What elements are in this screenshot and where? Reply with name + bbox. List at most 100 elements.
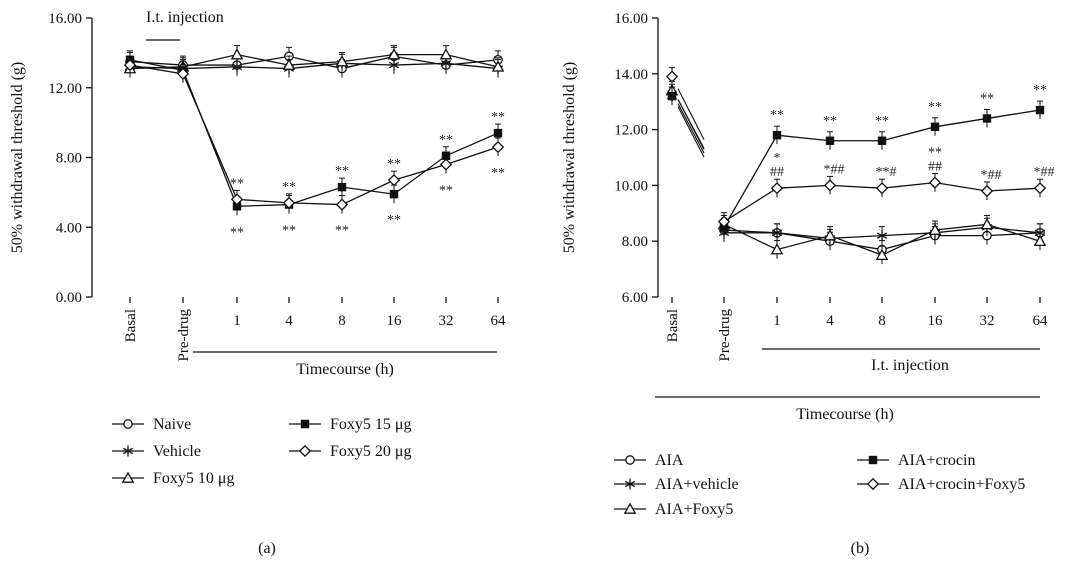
legend-symbol-marker: [866, 477, 880, 491]
data-point: [928, 176, 942, 189]
legend-symbol-marker: [624, 478, 636, 490]
break-line: [677, 106, 705, 158]
data-point: [176, 67, 190, 80]
sig-mark: *: [774, 151, 781, 166]
data-point: [770, 243, 784, 255]
legend-label: Naive: [153, 416, 191, 433]
sig-mark: *##: [1034, 165, 1055, 180]
x-tick-label: 32: [980, 313, 995, 329]
data-point: [282, 58, 296, 70]
sig-mark: **: [980, 91, 994, 106]
legend-label: AIA+Foxy5: [655, 501, 733, 518]
legend-symbol-marker: [123, 419, 133, 429]
data-point: [230, 48, 244, 60]
panel-label: (b): [851, 540, 870, 557]
sig-mark: *##: [981, 168, 1002, 183]
legend-symbol-marker: [625, 455, 635, 465]
legend-label: Vehicle: [153, 443, 201, 460]
sig-mark: **: [387, 157, 401, 172]
y-tick-label: 8.00: [622, 234, 648, 250]
data-point-stroke: [876, 232, 888, 239]
data-point: [825, 136, 835, 145]
series-line-1: [129, 62, 499, 70]
data-point: [387, 48, 401, 60]
data-point: [665, 70, 679, 83]
sig-mark: **: [770, 108, 784, 123]
panel-b: 6.00 8.00 10.00 12.00 14.00 16.00 50% withdraw…: [561, 11, 1055, 557]
sig-mark: **#: [876, 165, 897, 180]
data-point: [823, 179, 837, 192]
x-tick-label: 64: [1033, 313, 1049, 329]
legend-label: AIA+vehicle: [655, 476, 739, 493]
y-tick-label: 0.00: [56, 290, 82, 306]
legend-label: AIA+crocin+Foxy5: [898, 476, 1025, 493]
x-tick-label: Basal: [123, 309, 139, 342]
data-point: [491, 60, 505, 72]
data-point-stroke: [388, 61, 400, 69]
panel-a: 0.00 4.00 8.00 12.00 16.00 50% withdrawal thr…: [9, 9, 506, 557]
legend-symbol-marker: [298, 444, 312, 458]
legend-symbol-marker-stroke: [122, 447, 134, 455]
x-axis-label: Timecourse (h): [296, 361, 394, 378]
break-line: [677, 88, 705, 140]
x-tick-label: 32: [439, 313, 454, 329]
x-tick-label: 1: [233, 313, 241, 329]
data-point: [980, 217, 994, 230]
data-point: [877, 136, 887, 145]
data-point: [717, 215, 731, 228]
x-tick-label: Pre-drug: [176, 309, 192, 362]
data-point: [335, 198, 349, 211]
sig-mark: **: [335, 164, 349, 179]
legend-symbol-marker: [122, 445, 134, 457]
data-point: [493, 128, 503, 138]
data-point: [491, 140, 505, 154]
series-line-3: [129, 59, 499, 207]
data-point: [928, 223, 942, 235]
sig-mark: **: [491, 110, 505, 125]
injection-label: I.t. injection: [146, 9, 224, 26]
legend-label: Foxy5 20 μg: [330, 443, 411, 460]
x-tick-label: 8: [338, 313, 346, 329]
series-line-2: [129, 53, 499, 70]
sig-mark: **: [387, 213, 401, 228]
data-point: [875, 182, 889, 195]
y-tick-label: 10.00: [614, 178, 648, 194]
legend-label: AIA: [655, 452, 684, 469]
data-point: [282, 196, 296, 209]
series-line-4: [129, 64, 499, 206]
sig-mark: ##: [928, 160, 942, 175]
sig-mark: **: [928, 100, 942, 115]
data-point: [667, 91, 677, 101]
y-tick-label: 16.00: [614, 11, 648, 27]
sig-mark: **: [230, 225, 244, 240]
legend-symbol-marker: [868, 455, 878, 465]
legend-symbol-marker: [623, 502, 637, 514]
data-point: [230, 193, 244, 206]
sig-mark: **: [230, 176, 244, 191]
data-point-stroke: [231, 63, 243, 71]
data-point: [123, 58, 137, 72]
sig-mark: ##: [770, 165, 784, 180]
break-line: [677, 103, 705, 154]
data-point: [770, 182, 784, 195]
panel-label: (a): [258, 540, 276, 557]
data-point: [335, 55, 349, 67]
data-point: [980, 184, 994, 198]
legend-label: Foxy5 15 μg: [330, 416, 411, 433]
data-point: [930, 122, 940, 132]
x-tick-label: 4: [285, 313, 293, 329]
sig-mark: **: [439, 133, 453, 148]
data-point: [771, 227, 783, 239]
legend-symbol-marker-stroke: [624, 480, 636, 488]
x-axis-label: Timecourse (h): [796, 406, 894, 423]
sig-mark: **: [491, 166, 505, 181]
x-tick-label: 64: [491, 313, 507, 329]
sig-mark: **: [875, 114, 889, 129]
injection-label: I.t. injection: [871, 357, 949, 374]
data-point: [876, 230, 888, 242]
data-point: [982, 114, 992, 123]
sig-mark: *##: [824, 162, 845, 177]
data-point: [389, 189, 399, 199]
data-point: [875, 248, 889, 261]
